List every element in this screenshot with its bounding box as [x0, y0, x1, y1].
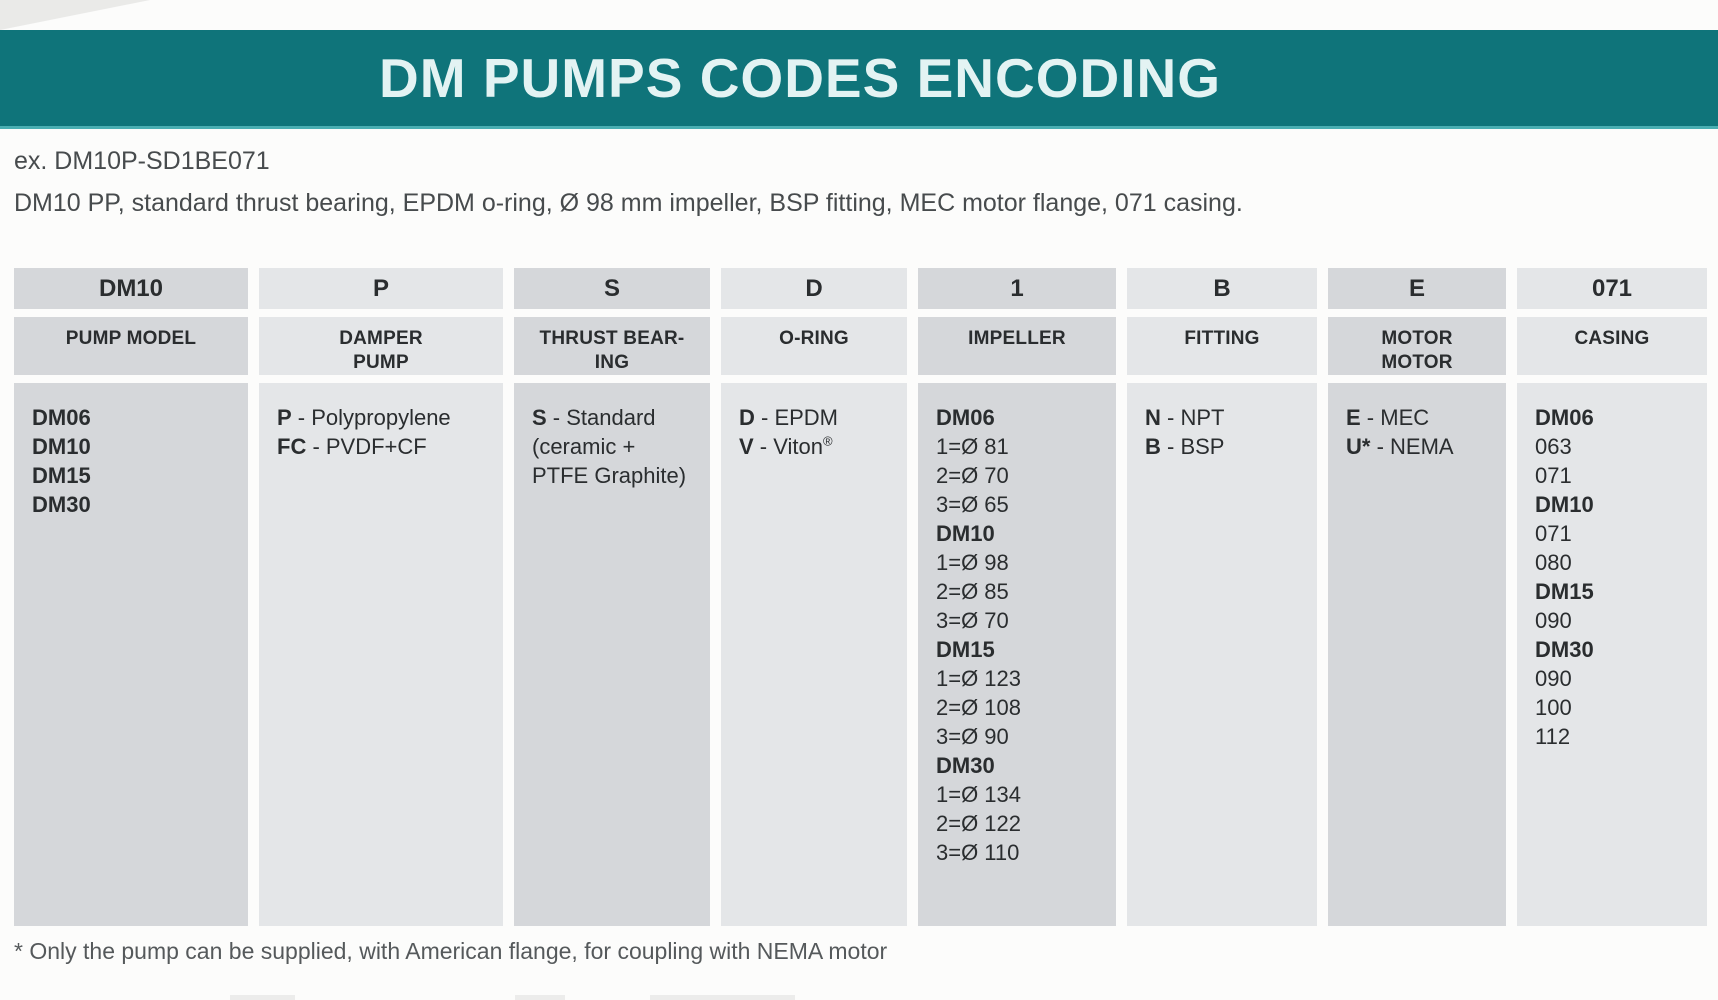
column-values: E - MEC U* - NEMA	[1328, 383, 1506, 926]
column-code: D	[721, 268, 907, 309]
column-category: PUMP MODEL	[14, 317, 248, 375]
example-section: ex. DM10P-SD1BE071 DM10 PP, standard thr…	[14, 140, 1243, 224]
column-category: THRUST BEAR- ING	[514, 317, 710, 375]
column-code: P	[259, 268, 503, 309]
example-code-line: ex. DM10P-SD1BE071	[14, 147, 270, 175]
footnote: * Only the pump can be supplied, with Am…	[14, 938, 888, 964]
column-category: DAMPER PUMP	[259, 317, 503, 375]
column-category: FITTING	[1127, 317, 1317, 375]
column-code: B	[1127, 268, 1317, 309]
column-code: 1	[918, 268, 1116, 309]
codes-table: DM10 PUMP MODEL DM06 DM10 DM15 DM30 P DAMPER PUM…	[14, 268, 1707, 926]
column-code: 071	[1517, 268, 1707, 309]
cropped-content-smudge	[230, 995, 295, 1000]
column-values: DM06 DM10 DM15 DM30	[14, 383, 248, 926]
column-category: MOTOR MOTOR	[1328, 317, 1506, 375]
column-values: S - Standard (ceramic + PTFE Graphite)	[514, 383, 710, 926]
column-code: DM10	[14, 268, 248, 309]
column-code: E	[1328, 268, 1506, 309]
example-description: DM10 PP, standard thrust bearing, EPDM o…	[14, 189, 1243, 217]
cropped-content-smudge	[515, 995, 565, 1000]
cropped-content-smudge	[650, 995, 795, 1000]
column-category: O-RING	[721, 317, 907, 375]
column-category: IMPELLER	[918, 317, 1116, 375]
column-code: S	[514, 268, 710, 309]
column-values: P - Polypropylene FC - PVDF+CF	[259, 383, 503, 926]
column-values: N - NPT B - BSP	[1127, 383, 1317, 926]
column-values: D - EPDM V - Viton®	[721, 383, 907, 926]
column-category: CASING	[1517, 317, 1707, 375]
column-values: DM06 1=Ø 81 2=Ø 70 3=Ø 65 DM10 1=Ø 98 2=Ø 85 3=…	[918, 383, 1116, 926]
title-bar: DM PUMPS CODES ENCODING	[0, 30, 1718, 129]
column-values: DM06 063 071 DM10 071 080 DM15 090 DM30 090 100 112	[1517, 383, 1707, 926]
page-corner-decoration	[0, 0, 150, 30]
page-title: DM PUMPS CODES ENCODING	[379, 47, 1221, 109]
